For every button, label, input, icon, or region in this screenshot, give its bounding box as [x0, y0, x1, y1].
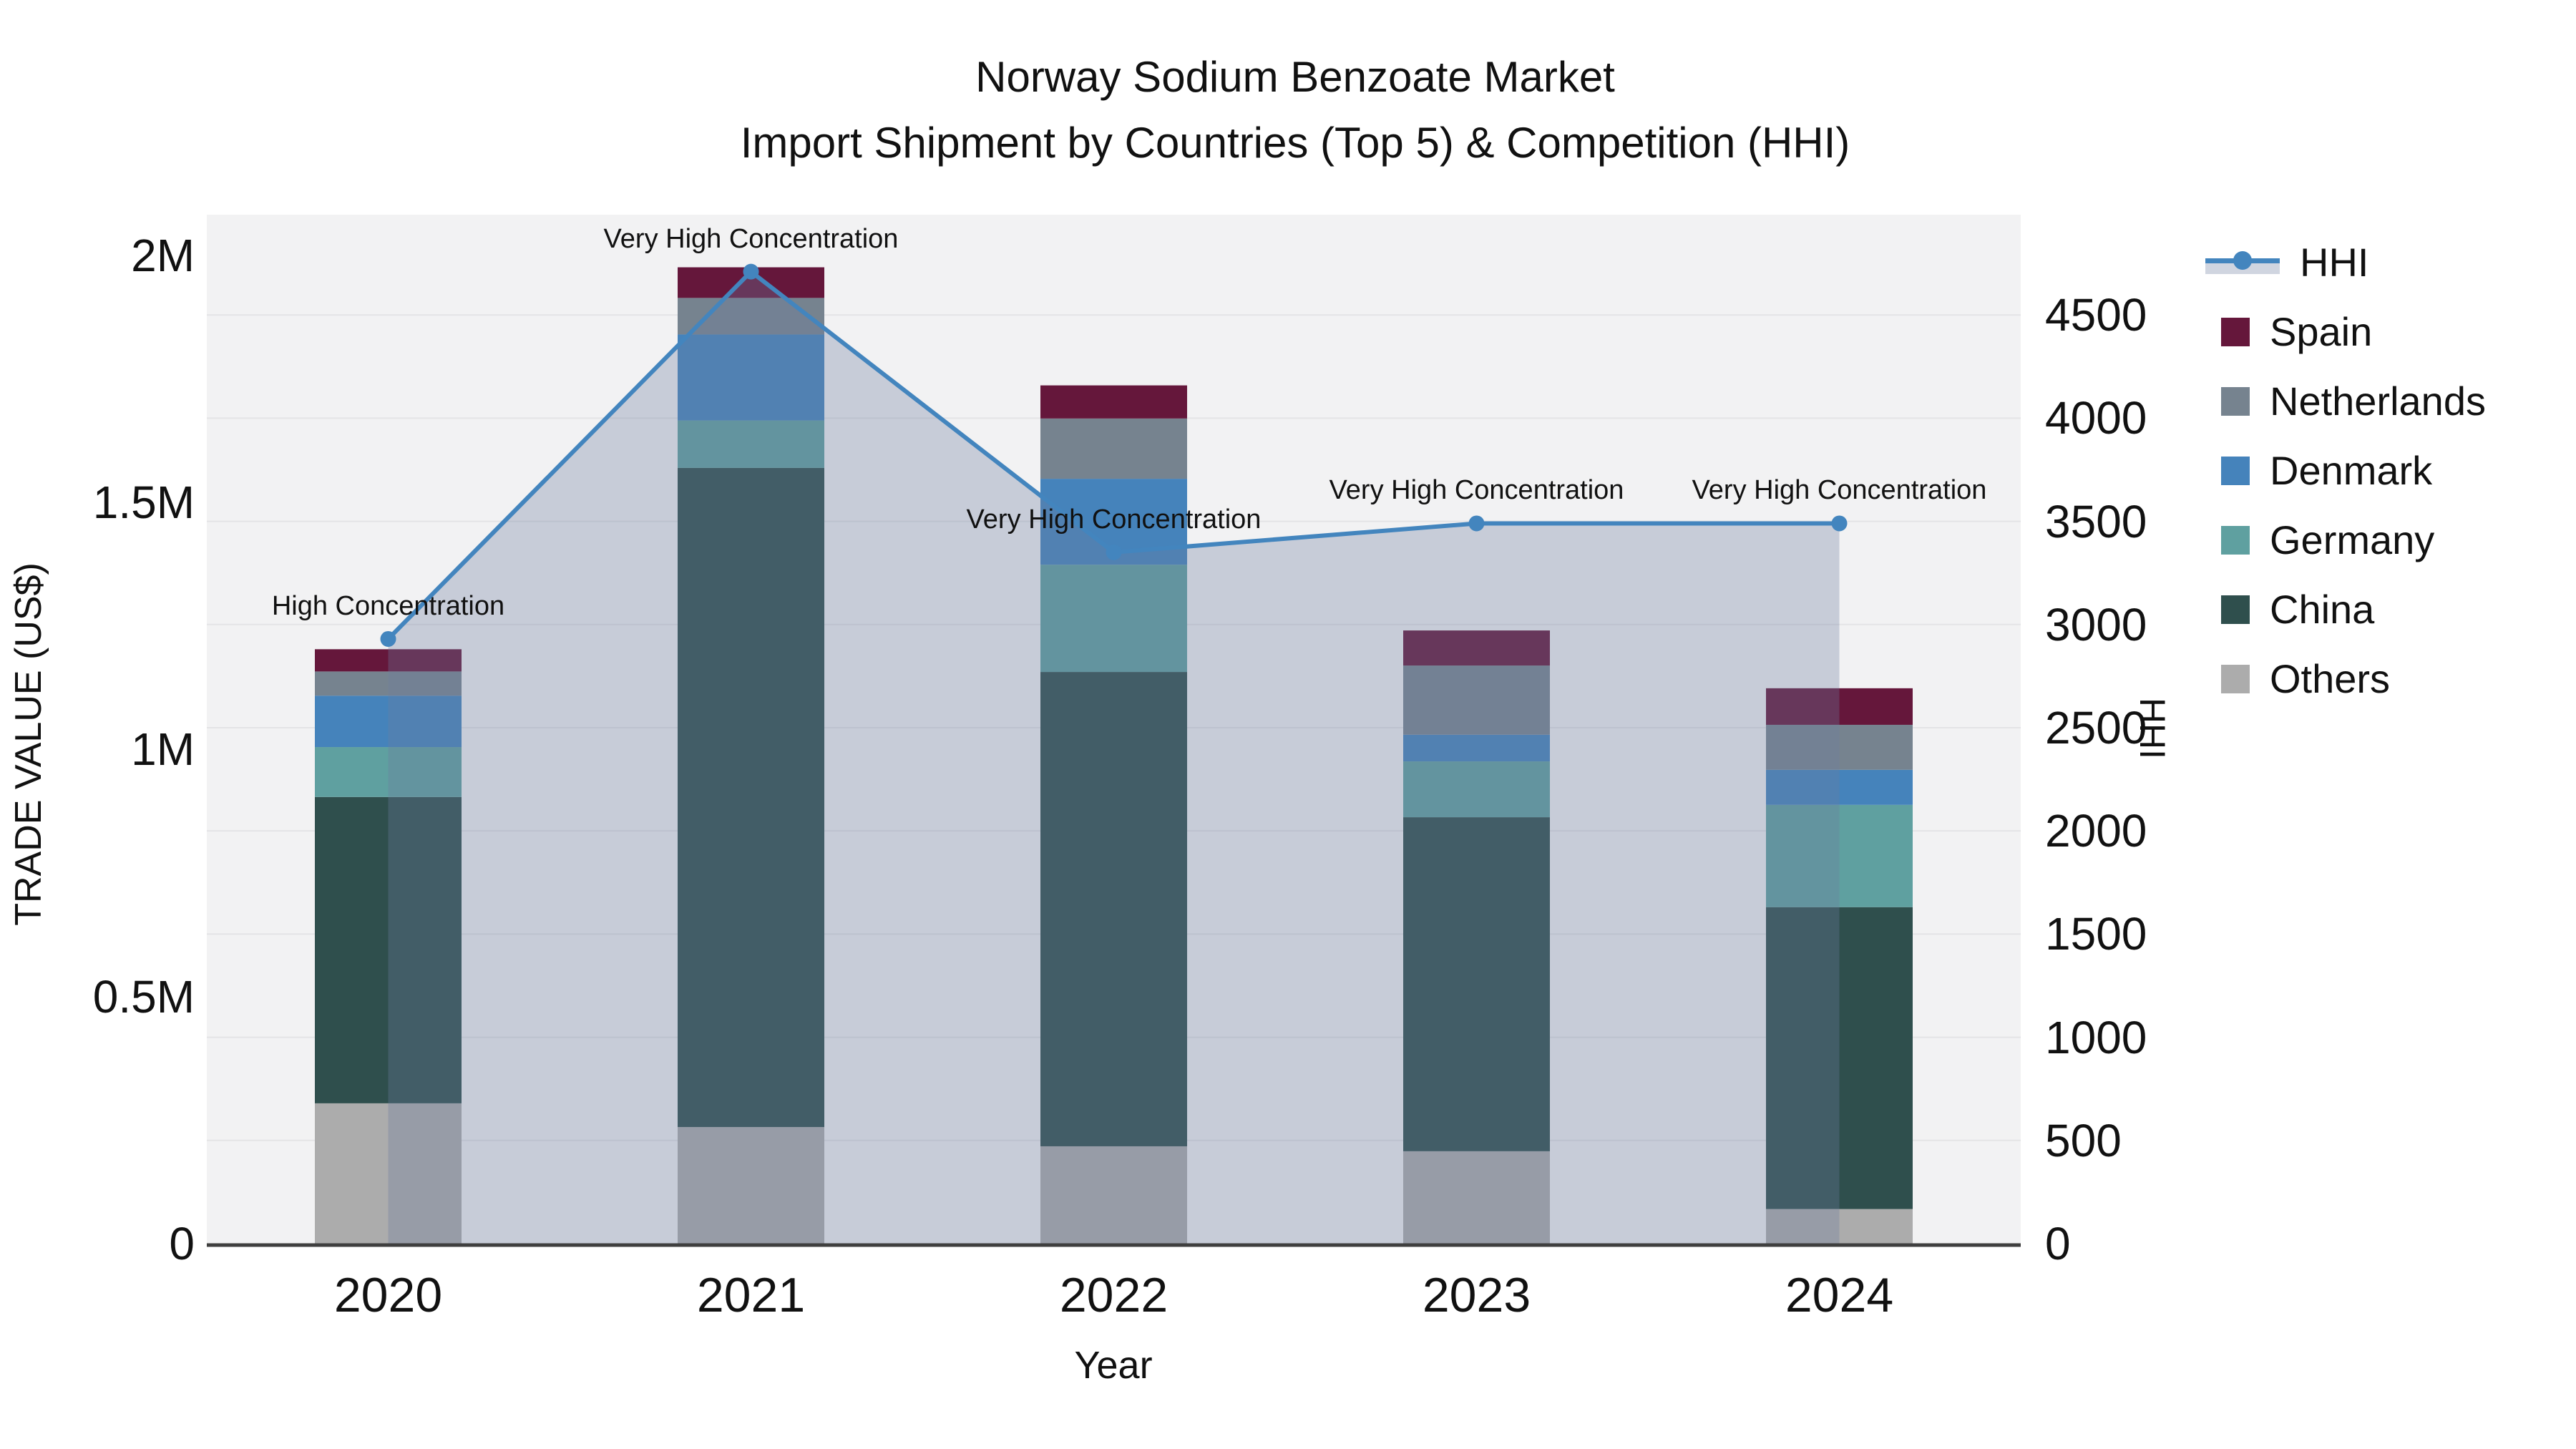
bar-segment-china-2024: [1766, 907, 1913, 1209]
bar-segment-germany-2020: [315, 747, 462, 797]
annotation-2021: Very High Concentration: [603, 223, 899, 254]
y-right-tick-label: 0: [2045, 1218, 2071, 1269]
legend-label: Denmark: [2270, 447, 2433, 493]
hhi-line-swatch-icon: [2205, 248, 2280, 277]
y-right-tick-label: 1500: [2045, 908, 2147, 960]
hhi-area-fill: [388, 271, 1840, 1244]
legend-label: Germany: [2270, 517, 2435, 562]
denmark-swatch-icon: [2221, 456, 2250, 485]
bar-segment-germany-2021: [678, 420, 824, 468]
hhi-marker-2022: [1106, 544, 1122, 560]
hhi-marker-2023: [1468, 515, 1485, 532]
annotation-2022: Very High Concentration: [966, 504, 1262, 535]
bar-segment-spain-2024: [1766, 688, 1913, 725]
bar-segment-spain-2022: [1040, 385, 1187, 419]
chart-title-block: Norway Sodium Benzoate Market Import Shi…: [0, 44, 2576, 176]
y-right-tick-label: 500: [2045, 1114, 2122, 1166]
legend-item-others[interactable]: Others: [2205, 644, 2486, 713]
annotation-2024: Very High Concentration: [1692, 475, 1987, 506]
y-right-tick-label: 1000: [2045, 1011, 2147, 1063]
bar-segment-germany-2022: [1040, 565, 1187, 673]
bar-segment-china-2023: [1403, 817, 1550, 1151]
bar-segment-netherlands-2020: [315, 671, 462, 696]
bar-segment-netherlands-2021: [678, 298, 824, 335]
netherlands-swatch-icon: [2221, 386, 2250, 416]
bar-segment-denmark-2021: [678, 334, 824, 421]
bar-segment-spain-2023: [1403, 630, 1550, 666]
hhi-marker-swatch: [2233, 250, 2252, 270]
chart-title: Norway Sodium Benzoate Market: [975, 53, 1615, 101]
legend: HHI Spain Netherlands Denmark Germany Ch…: [2205, 228, 2486, 713]
x-tick-label-2021: 2021: [696, 1268, 806, 1322]
legend-label: Spain: [2270, 308, 2373, 354]
annotation-2020: High Concentration: [271, 590, 505, 621]
bar-segment-china-2021: [678, 467, 824, 1128]
annotation-2023: Very High Concentration: [1329, 475, 1624, 506]
x-tick-label-2023: 2023: [1422, 1268, 1531, 1322]
legend-item-china[interactable]: China: [2205, 575, 2486, 644]
bar-segment-others-2020: [315, 1103, 462, 1244]
legend-label: China: [2270, 586, 2375, 632]
bar-segment-others-2024: [1766, 1209, 1913, 1244]
x-tick-label-2020: 2020: [333, 1268, 443, 1322]
bar-segment-germany-2023: [1403, 761, 1550, 818]
legend-item-germany[interactable]: Germany: [2205, 505, 2486, 575]
x-tick-label-2022: 2022: [1059, 1268, 1169, 1322]
y-left-axis-title: TRADE VALUE (US$): [8, 562, 49, 926]
bar-segment-others-2021: [678, 1127, 824, 1244]
others-swatch-icon: [2221, 664, 2250, 693]
chart-subtitle: Import Shipment by Countries (Top 5) & C…: [740, 119, 1850, 167]
bar-segment-germany-2024: [1766, 804, 1913, 907]
y-left-tick-label: 1.5M: [92, 477, 195, 529]
x-tick-label-2024: 2024: [1785, 1268, 1894, 1322]
bar-segment-denmark-2024: [1766, 769, 1913, 805]
bar-segment-netherlands-2024: [1766, 724, 1913, 770]
legend-label: Others: [2270, 655, 2391, 701]
bar-segment-others-2023: [1403, 1151, 1550, 1244]
y-left-tick-label: 0: [169, 1218, 195, 1269]
bar-segment-netherlands-2023: [1403, 665, 1550, 735]
y-right-axis-title: HHI: [2132, 697, 2172, 760]
y-right-tick-label: 2000: [2045, 805, 2147, 857]
bar-segment-netherlands-2022: [1040, 418, 1187, 479]
y-left-tick-label: 2M: [131, 229, 195, 281]
hhi-marker-2020: [380, 630, 396, 647]
spain-swatch-icon: [2221, 317, 2250, 346]
y-right-tick-label: 4000: [2045, 392, 2147, 444]
bar-segment-others-2022: [1040, 1146, 1187, 1244]
y-right-tick-label: 4500: [2045, 289, 2147, 341]
bar-segment-china-2022: [1040, 672, 1187, 1146]
legend-item-hhi[interactable]: HHI: [2205, 228, 2486, 297]
y-right-tick-label: 3000: [2045, 598, 2147, 650]
legend-label: Netherlands: [2270, 378, 2486, 424]
legend-item-netherlands[interactable]: Netherlands: [2205, 366, 2486, 436]
china-swatch-icon: [2221, 595, 2250, 624]
legend-item-spain[interactable]: Spain: [2205, 297, 2486, 366]
bar-segment-denmark-2020: [315, 696, 462, 748]
bar-segment-spain-2020: [315, 649, 462, 672]
hhi-marker-2024: [1831, 515, 1848, 532]
y-right-tick-label: 2500: [2045, 701, 2147, 753]
y-left-tick-label: 1M: [131, 723, 195, 776]
legend-label: HHI: [2300, 239, 2369, 285]
germany-swatch-icon: [2221, 525, 2250, 555]
hhi-marker-2021: [743, 263, 759, 280]
legend-item-denmark[interactable]: Denmark: [2205, 436, 2486, 505]
y-left-tick-label: 0.5M: [92, 970, 195, 1023]
x-axis-title: Year: [1074, 1344, 1153, 1387]
bar-segment-denmark-2023: [1403, 734, 1550, 762]
y-right-tick-label: 3500: [2045, 495, 2147, 547]
bar-segment-china-2020: [315, 796, 462, 1103]
